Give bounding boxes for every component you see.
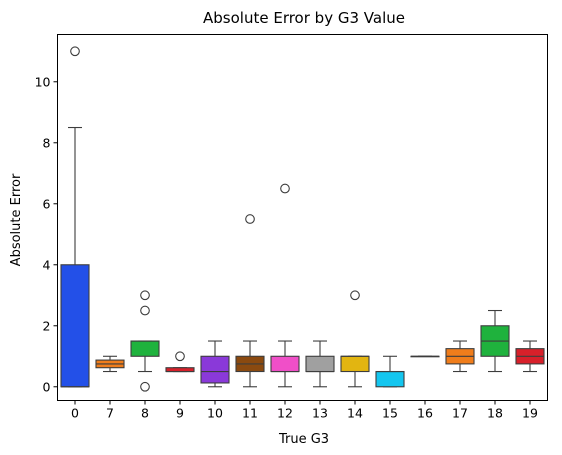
y-tick-label: 0 [43, 379, 51, 394]
outlier-point [70, 46, 80, 57]
outlier-point [140, 305, 150, 316]
y-tick-label: 10 [35, 74, 51, 89]
box-iqr [375, 370, 405, 388]
chart-title: Absolute Error by G3 Value [203, 9, 405, 27]
x-tick-label: 13 [312, 406, 328, 421]
plot-frame [57, 34, 548, 401]
box-iqr [270, 355, 300, 373]
y-tick-label: 2 [43, 318, 51, 333]
box-group-14 [340, 290, 370, 388]
x-tick-label: 15 [382, 406, 398, 421]
x-tick-label: 19 [522, 406, 538, 421]
box-group-12 [270, 183, 300, 388]
outlier-point [175, 351, 185, 362]
outlier-point [140, 381, 150, 392]
outlier-point [350, 290, 360, 301]
box-iqr [165, 367, 195, 373]
box-group-18 [480, 309, 510, 373]
y-axis-label: Absolute Error [9, 173, 24, 266]
x-tick-label: 16 [417, 406, 433, 421]
box-group-19 [515, 340, 545, 373]
box-iqr [305, 355, 335, 373]
outlier-point [245, 214, 255, 224]
x-tick-label: 10 [207, 406, 223, 421]
box-group-9 [165, 351, 195, 373]
x-axis-label: True G3 [278, 432, 329, 447]
x-tick-label: 0 [71, 406, 79, 421]
y-tick-label: 8 [43, 135, 51, 150]
x-tick-label: 14 [347, 406, 363, 421]
x-tick-label: 17 [452, 406, 468, 421]
box-group-11 [235, 214, 265, 388]
box-iqr [200, 355, 230, 384]
outlier-point [280, 183, 290, 194]
x-tick-label: 7 [106, 406, 114, 421]
plot-area: 0 2 4 6 8 10 0 7 8 9 10 11 12 13 14 15 16 17 18 19 [35, 46, 545, 421]
box-group-0 [60, 46, 90, 388]
box-iqr [340, 355, 370, 373]
box-group-17 [445, 340, 475, 373]
box-group-15 [375, 355, 405, 388]
x-tick-label: 8 [141, 406, 149, 421]
box-group-10 [200, 340, 230, 388]
box-iqr [60, 264, 90, 388]
box-group-8 [130, 290, 160, 392]
outlier-point [140, 290, 150, 301]
y-tick-label: 6 [43, 196, 51, 211]
x-tick-label: 11 [242, 406, 258, 421]
x-tick-label: 12 [277, 406, 293, 421]
box-group-7 [95, 355, 125, 373]
box-group-16 [410, 355, 440, 358]
y-tick-label: 4 [43, 257, 51, 272]
x-tick-label: 18 [487, 406, 503, 421]
x-tick-label: 9 [176, 406, 184, 421]
box-group-13 [305, 340, 335, 388]
box-iqr [130, 340, 160, 357]
